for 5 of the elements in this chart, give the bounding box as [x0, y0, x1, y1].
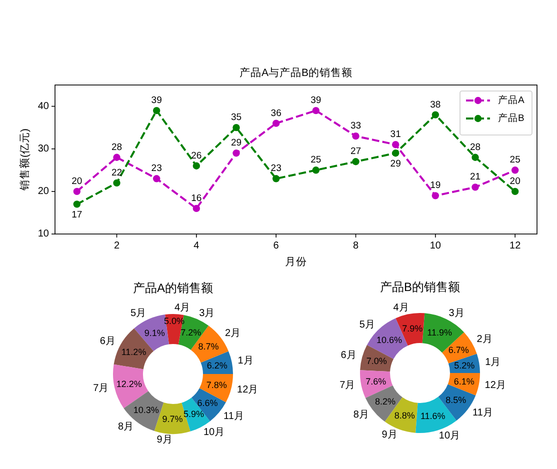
ylabel: 销售额(亿元) [19, 128, 31, 190]
title: 产品A与产品B的销售额 [240, 67, 352, 79]
title: 产品A的销售额 [133, 281, 213, 295]
title: 产品B的销售额 [380, 280, 460, 294]
xlabel: 月份 [285, 256, 307, 268]
